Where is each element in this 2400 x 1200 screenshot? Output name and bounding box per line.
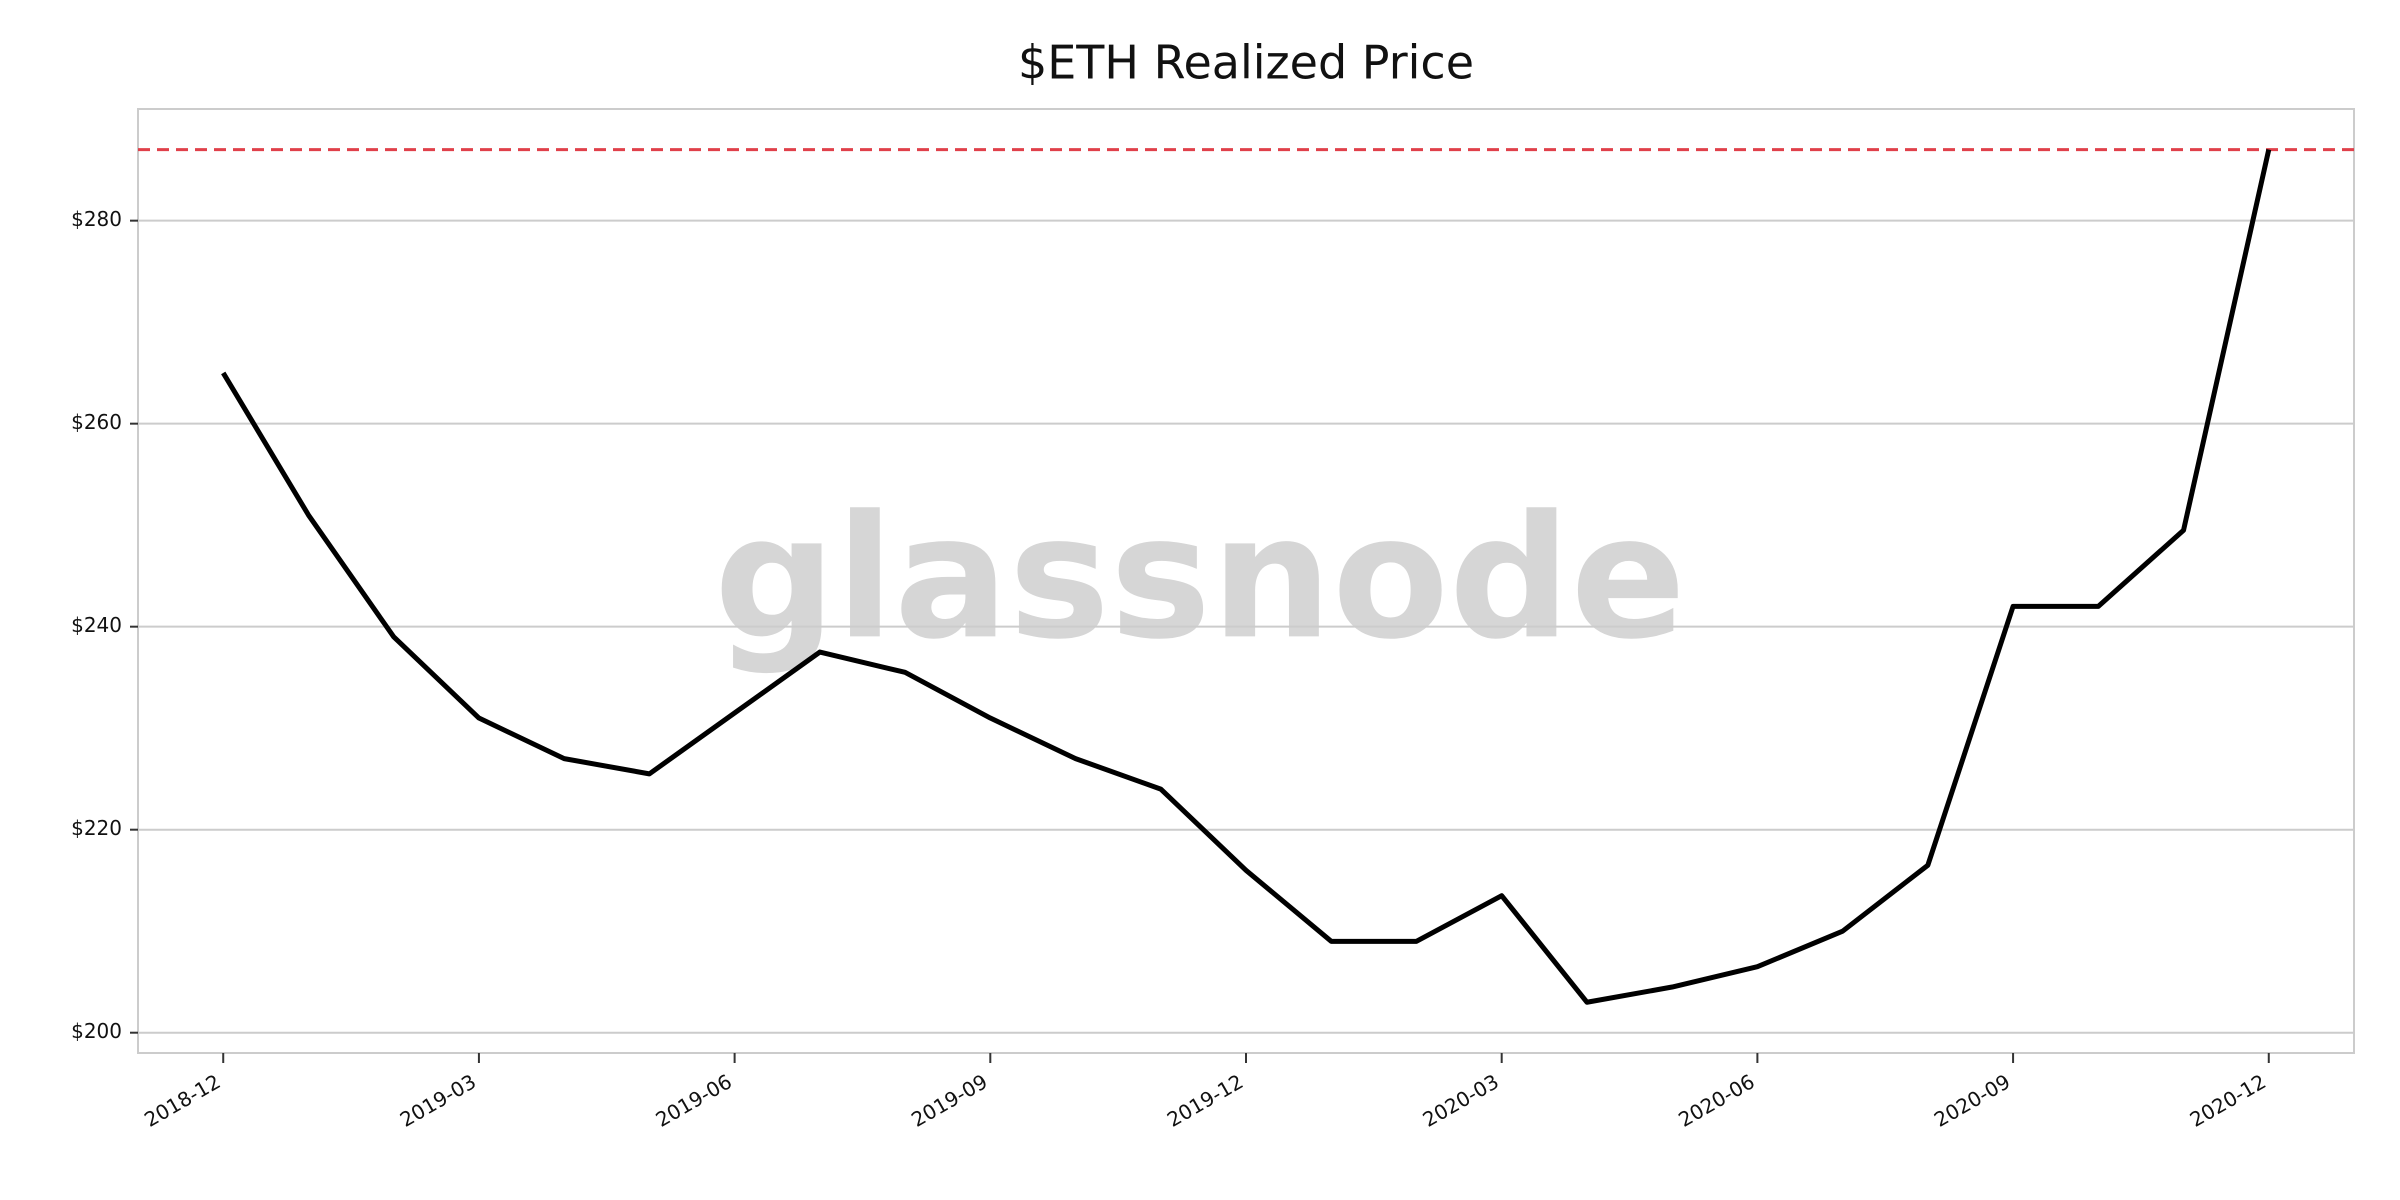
y-tick-label: $260 — [71, 410, 122, 434]
x-tick-label: 2019-06 — [651, 1069, 735, 1132]
line — [221, 149, 2272, 1005]
watermark: glassnode — [714, 479, 1686, 677]
y-tick-label: $200 — [71, 1019, 122, 1043]
x-tick-label: 2020-09 — [1930, 1069, 2014, 1132]
x-tick-label: 2020-03 — [1419, 1069, 1503, 1132]
chart-title: $ETH Realized Price — [1018, 36, 1474, 90]
x-tick-label: 2019-12 — [1163, 1069, 1247, 1132]
y-tick-label: $280 — [71, 207, 122, 231]
x-tick-label: 2018-12 — [140, 1069, 224, 1132]
y-tick-label: $220 — [71, 816, 122, 840]
x-tick-label: 2020-12 — [2186, 1069, 2270, 1132]
y-tick-label: $240 — [71, 613, 122, 637]
x-tick-label: 2019-03 — [396, 1069, 480, 1132]
x-tick-label: 2019-09 — [907, 1069, 991, 1132]
x-tick-label: 2020-06 — [1674, 1069, 1758, 1132]
